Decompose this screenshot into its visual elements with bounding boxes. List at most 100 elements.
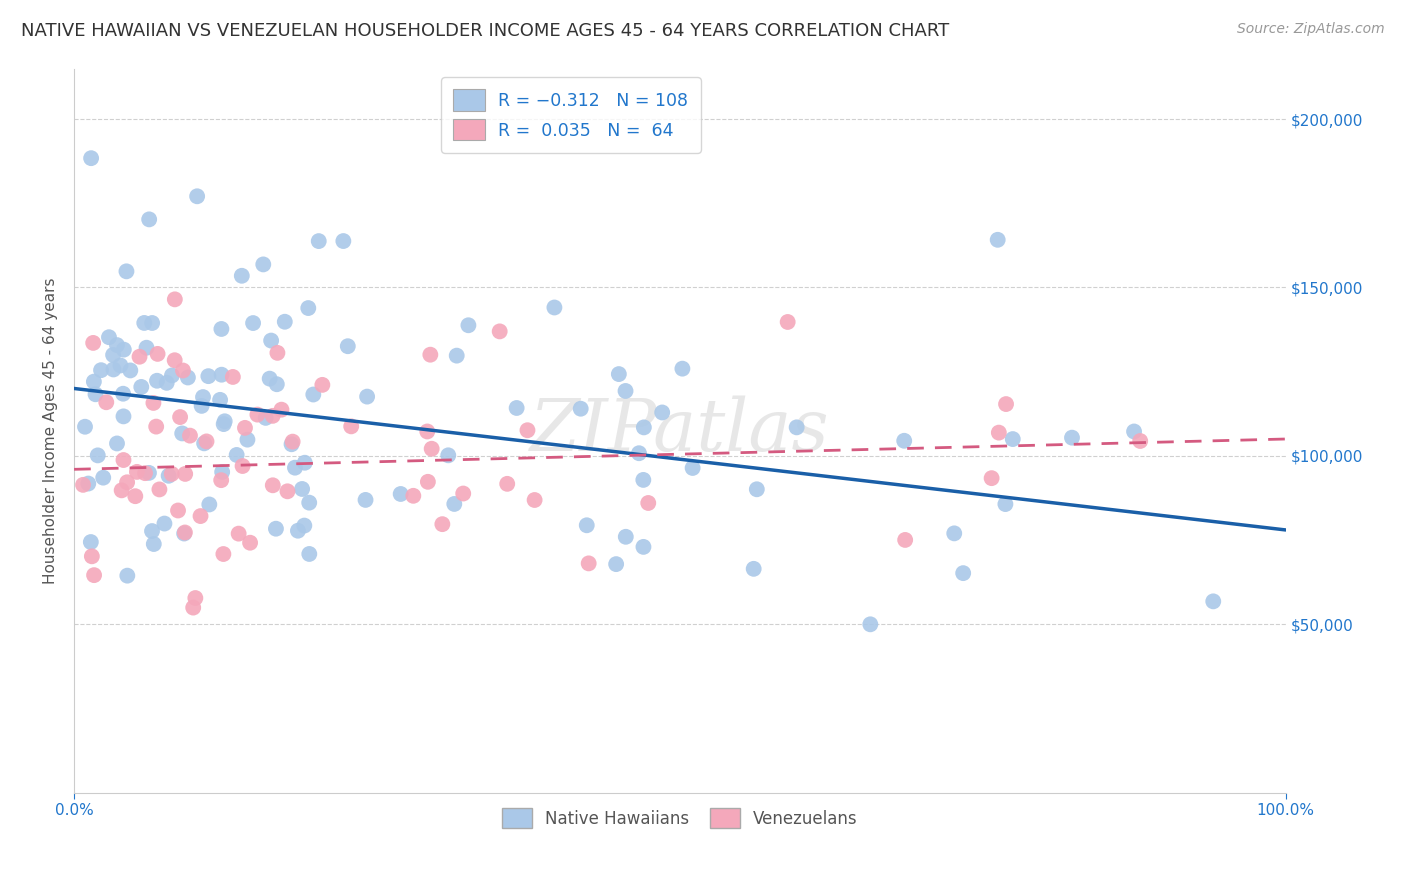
Native Hawaiians [135, 341, 157, 355]
Venezuelans [987, 425, 1010, 440]
Native Hawaiians [264, 522, 287, 536]
Venezuelans [163, 293, 186, 307]
Native Hawaiians [105, 338, 128, 352]
Native Hawaiians [190, 399, 212, 413]
Native Hawaiians [242, 316, 264, 330]
Native Hawaiians [90, 363, 112, 377]
Y-axis label: Householder Income Ages 45 - 64 years: Householder Income Ages 45 - 64 years [44, 277, 58, 584]
Native Hawaiians [91, 470, 114, 484]
Native Hawaiians [745, 483, 768, 497]
Native Hawaiians [1060, 431, 1083, 445]
Native Hawaiians [943, 526, 966, 541]
Native Hawaiians [252, 257, 274, 271]
Native Hawaiians [153, 516, 176, 531]
Venezuelans [233, 421, 256, 435]
Native Hawaiians [214, 414, 236, 428]
Native Hawaiians [437, 448, 460, 462]
Venezuelans [776, 315, 799, 329]
Venezuelans [169, 410, 191, 425]
Venezuelans [145, 419, 167, 434]
Native Hawaiians [742, 562, 765, 576]
Venezuelans [637, 496, 659, 510]
Native Hawaiians [103, 362, 125, 376]
Native Hawaiians [87, 449, 110, 463]
Native Hawaiians [284, 460, 307, 475]
Venezuelans [190, 509, 212, 524]
Native Hawaiians [786, 420, 808, 434]
Native Hawaiians [193, 436, 215, 450]
Native Hawaiians [105, 436, 128, 450]
Venezuelans [416, 475, 439, 489]
Native Hawaiians [614, 384, 637, 398]
Native Hawaiians [209, 322, 232, 336]
Venezuelans [1129, 434, 1152, 448]
Native Hawaiians [543, 301, 565, 315]
Venezuelans [402, 489, 425, 503]
Venezuelans [80, 549, 103, 564]
Native Hawaiians [633, 473, 655, 487]
Native Hawaiians [266, 377, 288, 392]
Native Hawaiians [1123, 425, 1146, 439]
Native Hawaiians [633, 420, 655, 434]
Native Hawaiians [260, 334, 283, 348]
Native Hawaiians [651, 405, 673, 419]
Native Hawaiians [77, 476, 100, 491]
Venezuelans [276, 484, 298, 499]
Native Hawaiians [141, 316, 163, 330]
Native Hawaiians [994, 497, 1017, 511]
Native Hawaiians [297, 301, 319, 315]
Native Hawaiians [138, 466, 160, 480]
Native Hawaiians [112, 386, 135, 401]
Native Hawaiians [177, 370, 200, 384]
Native Hawaiians [197, 369, 219, 384]
Native Hawaiians [389, 487, 412, 501]
Native Hawaiians [254, 410, 277, 425]
Native Hawaiians [80, 535, 103, 549]
Venezuelans [115, 475, 138, 490]
Native Hawaiians [614, 530, 637, 544]
Native Hawaiians [120, 363, 142, 377]
Native Hawaiians [291, 482, 314, 496]
Venezuelans [262, 409, 284, 423]
Venezuelans [174, 467, 197, 481]
Venezuelans [416, 425, 439, 439]
Venezuelans [181, 600, 204, 615]
Native Hawaiians [80, 151, 103, 165]
Legend: Native Hawaiians, Venezuelans: Native Hawaiians, Venezuelans [495, 801, 865, 835]
Native Hawaiians [236, 433, 259, 447]
Venezuelans [72, 478, 94, 492]
Native Hawaiians [298, 496, 321, 510]
Venezuelans [112, 453, 135, 467]
Native Hawaiians [505, 401, 527, 415]
Native Hawaiians [336, 339, 359, 353]
Venezuelans [148, 483, 170, 497]
Text: Source: ZipAtlas.com: Source: ZipAtlas.com [1237, 22, 1385, 37]
Venezuelans [340, 419, 363, 434]
Native Hawaiians [172, 426, 194, 441]
Native Hawaiians [952, 566, 974, 581]
Native Hawaiians [259, 371, 281, 385]
Venezuelans [980, 471, 1002, 485]
Native Hawaiians [231, 268, 253, 283]
Venezuelans [232, 458, 254, 473]
Venezuelans [184, 591, 207, 605]
Venezuelans [995, 397, 1018, 411]
Native Hawaiians [112, 409, 135, 424]
Native Hawaiians [146, 374, 169, 388]
Native Hawaiians [446, 349, 468, 363]
Native Hawaiians [987, 233, 1010, 247]
Text: NATIVE HAWAIIAN VS VENEZUELAN HOUSEHOLDER INCOME AGES 45 - 64 YEARS CORRELATION : NATIVE HAWAIIAN VS VENEZUELAN HOUSEHOLDE… [21, 22, 949, 40]
Native Hawaiians [308, 234, 330, 248]
Native Hawaiians [129, 380, 152, 394]
Native Hawaiians [1001, 432, 1024, 446]
Venezuelans [266, 346, 288, 360]
Venezuelans [451, 486, 474, 500]
Venezuelans [134, 466, 156, 480]
Native Hawaiians [157, 468, 180, 483]
Native Hawaiians [274, 315, 297, 329]
Native Hawaiians [83, 375, 105, 389]
Venezuelans [270, 402, 292, 417]
Venezuelans [496, 476, 519, 491]
Native Hawaiians [98, 330, 121, 344]
Native Hawaiians [607, 367, 630, 381]
